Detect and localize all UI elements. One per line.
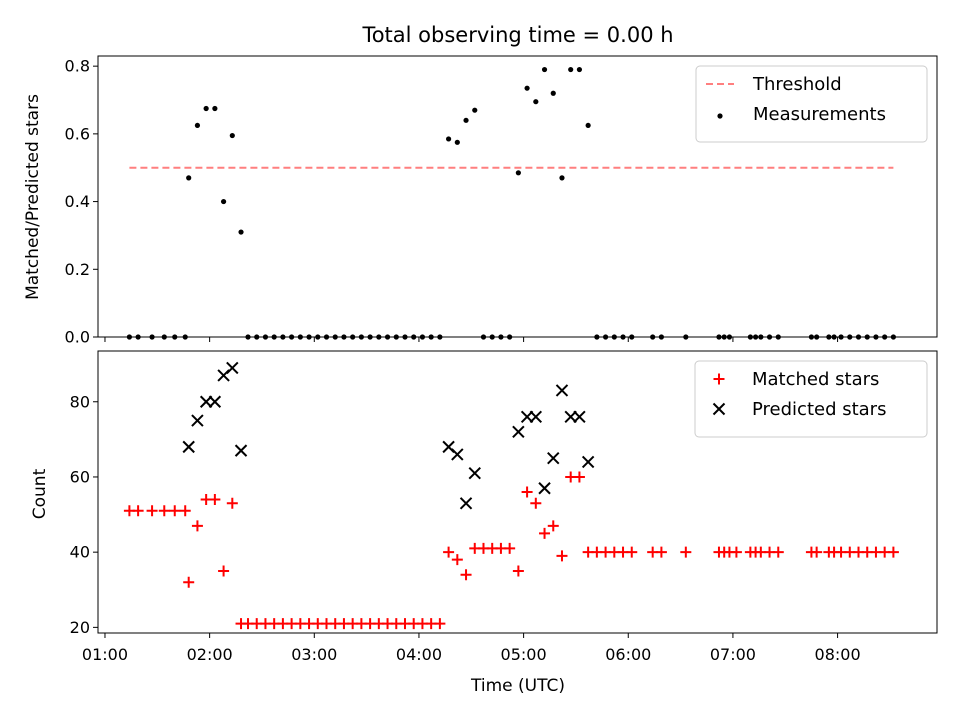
y-axis-label-ratio: Matched/Predicted stars [23,94,43,300]
predicted-star-point [468,466,481,480]
matched-star-point [556,550,568,562]
measurement-point [559,175,565,181]
matched-star-point [146,505,158,517]
plot-ratio: 0.0 0.2 0.4 0.6 0.8 Threshold Measurements [65,55,938,347]
measurement-point [515,170,521,176]
y-axis-label-count: Count [30,468,50,519]
measurement-point [472,107,478,113]
measurement-point [463,117,469,123]
legend-measurement-swatch [717,113,723,119]
chart-title: Total observing time = 0.00 h [361,23,673,47]
predicted-star-point [226,361,239,375]
predicted-star-point [547,451,560,465]
matched-star-point [226,497,238,509]
y-tick-label: 0.6 [65,124,90,143]
predicted-star-point [538,482,551,495]
matched-star-point [539,527,551,539]
measurement-point [454,139,460,145]
matched-star-point [811,546,823,558]
matched-star-point [512,565,524,577]
predicted-star-point [182,440,195,454]
measurement-point [186,175,192,181]
predicted-star-point [208,395,222,408]
measurement-point [576,66,583,73]
measurement-point [524,85,530,91]
measurement-point [533,99,539,105]
matched-star-point [626,546,638,558]
y-tick-label: 0.2 [65,260,90,279]
y-tick-label: 20 [70,618,90,637]
x-tick-label: 07:00 [710,645,756,664]
plot-counts: 20 40 60 80 01:00 02:00 03:00 04:00 05:00 06:00 07… [70,350,938,664]
y-tick-label: 80 [70,392,90,411]
matched-star-point [655,546,667,558]
matched-star-point [443,546,455,558]
x-tick-label: 02:00 [187,645,233,664]
matched-star-point [191,520,203,532]
predicted-star-point [191,414,204,427]
measurement-point [568,66,574,73]
matched-star-point [887,546,899,558]
predicted-star-point [459,497,473,510]
measurement-point [446,136,452,142]
matched-star-point [521,486,533,498]
x-axis-label: Time (UTC) [470,676,565,696]
predicted-star-point [234,444,248,457]
matched-star-point [451,554,463,566]
y-tick-label: 60 [70,467,90,486]
predicted-star-point [451,448,464,461]
measurement-point [212,105,218,112]
matched-star-point [169,505,181,517]
measurement-point [550,90,556,96]
legend-matched-swatch [713,373,725,385]
y-tick-label: 40 [70,543,90,562]
predicted-star-point [573,410,586,424]
legend-box [694,360,928,438]
y-tick-label: 0.0 [65,328,90,347]
predicted-star-point [512,425,525,439]
legend-label: Measurements [753,104,886,125]
x-tick-label: 05:00 [501,645,547,664]
matched-star-point [132,505,144,517]
measurement-point [220,198,227,205]
measurement-point [203,105,209,112]
measurement-point [238,229,244,235]
legend-box [695,65,928,143]
axes-frame [97,350,938,634]
predicted-star-point [581,455,595,469]
matched-star-point [218,565,230,577]
matched-star-point [158,505,170,517]
y-tick-label: 0.4 [65,192,90,211]
measurement-point [541,66,548,73]
matched-star-point [530,497,542,509]
y-tick-label: 0.8 [65,57,90,76]
measurement-point [194,122,201,129]
matched-star-point [434,618,446,630]
measurement-point [229,132,235,139]
x-tick-label: 06:00 [605,645,651,664]
matched-star-point [460,569,472,581]
axes-frame [97,55,938,338]
matched-star-point [772,546,784,558]
matched-star-point [183,576,195,588]
legend-label: Threshold [752,74,842,95]
x-tick-label: 08:00 [815,645,861,664]
x-tick-label: 01:00 [82,645,128,664]
legend-predicted-swatch [712,402,726,416]
x-tick-label: 04:00 [396,645,442,664]
matched-star-point [209,494,221,506]
matched-star-point [179,505,191,517]
x-tick-label: 03:00 [291,645,337,664]
predicted-star-point [529,410,543,424]
measurement-point [585,122,591,129]
matched-star-point [730,546,742,558]
legend-label: Matched stars [752,369,879,390]
predicted-star-point [555,384,569,397]
matched-star-point [504,542,516,554]
matched-star-point [547,520,559,532]
matched-star-point [680,546,692,558]
matched-star-point [573,471,585,483]
legend-label: Predicted stars [752,399,886,420]
